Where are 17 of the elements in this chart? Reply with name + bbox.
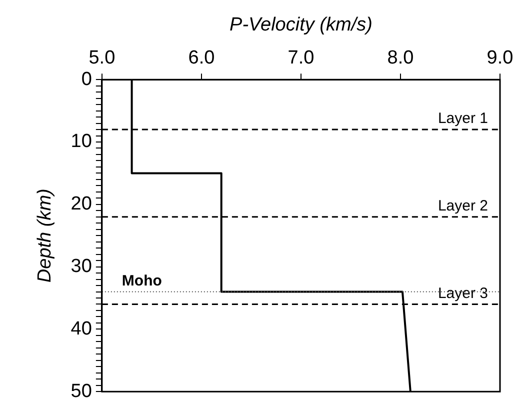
- x-tick-label: 5.0: [88, 47, 116, 68]
- y-tick-label: 50: [70, 380, 92, 402]
- x-tick-label: 7.0: [288, 47, 314, 68]
- ref-line-label: Moho: [122, 272, 162, 290]
- x-tick-label: 6.0: [188, 47, 215, 68]
- y-tick-label: 30: [70, 256, 92, 278]
- y-tick-label: 0: [81, 68, 92, 90]
- x-axis-title: P-Velocity (km/s): [230, 14, 372, 36]
- x-tick-label: 8.0: [387, 47, 414, 68]
- ref-line-label: Layer 3: [438, 284, 488, 302]
- y-tick-label: 10: [70, 131, 92, 152]
- ref-line-label: Layer 1: [438, 110, 488, 128]
- y-axis-title: Depth (km): [34, 188, 56, 283]
- y-tick-label: 20: [70, 194, 92, 215]
- x-tick-label: 9.0: [486, 47, 514, 68]
- ref-line-label: Layer 2: [438, 198, 488, 215]
- y-tick-label: 40: [70, 318, 92, 340]
